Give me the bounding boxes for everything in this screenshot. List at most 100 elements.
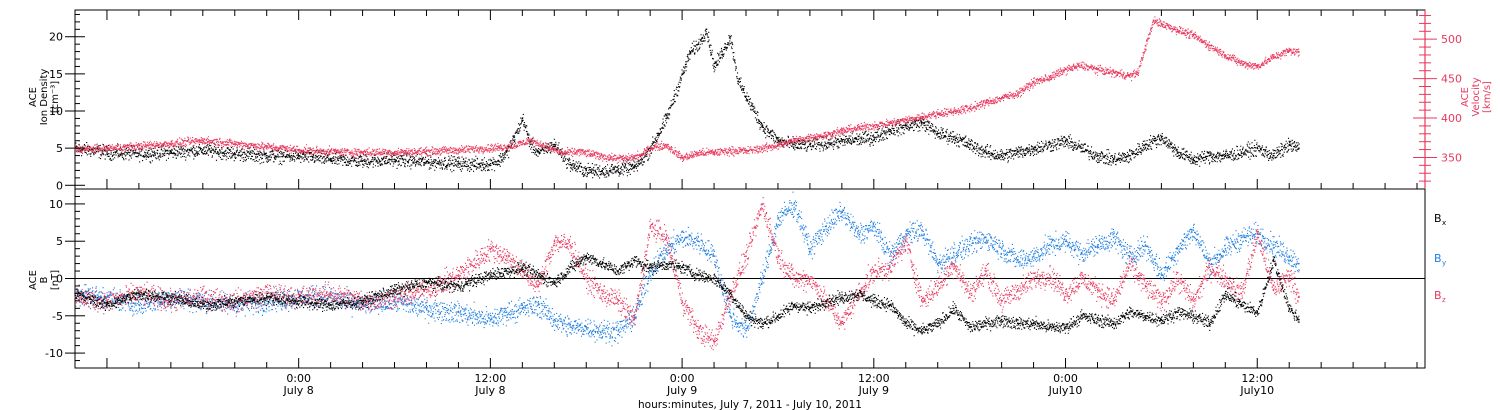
bz-series-point xyxy=(1112,300,1115,302)
bx-series-point xyxy=(585,255,587,257)
density-series-point xyxy=(985,151,987,153)
by-series-point xyxy=(138,304,140,306)
bz-series-point xyxy=(505,255,508,257)
bx-series-point xyxy=(266,296,268,298)
velocity-series-point xyxy=(1256,65,1258,67)
density-series-point xyxy=(705,28,707,31)
velocity-series-point xyxy=(841,130,843,132)
legend-item-bx: B x xyxy=(1434,212,1446,227)
x-tick-label-time: 12:00 xyxy=(858,372,890,385)
bz-series-point xyxy=(1272,289,1274,291)
by-series-point xyxy=(1192,229,1195,231)
bx-series-point xyxy=(889,304,891,306)
by-series-point xyxy=(601,330,603,332)
bx-series-point xyxy=(393,289,396,291)
x-tick-label-time: 12:00 xyxy=(475,372,507,385)
bx-series-point xyxy=(953,307,955,310)
bx-series-point xyxy=(202,304,204,306)
by-series-point xyxy=(1080,251,1083,254)
density-series-point xyxy=(665,117,667,120)
density-axis-title-line2: Ion Density xyxy=(39,69,50,126)
by-series-point xyxy=(777,218,779,220)
bz-series-point xyxy=(889,266,891,269)
velocity-series-point xyxy=(481,147,484,149)
legend-item-by: B y xyxy=(1434,252,1446,267)
velocity-series-point xyxy=(649,146,651,148)
velocity-series-point xyxy=(1144,44,1147,47)
bz-series-point xyxy=(521,270,524,272)
bz-series-point xyxy=(1288,274,1290,276)
velocity-series-point xyxy=(745,149,747,152)
field-tick-label: -5 xyxy=(52,310,63,323)
density-series-point xyxy=(681,73,683,75)
bx-series-point xyxy=(809,307,811,310)
bz-series-point xyxy=(1049,274,1051,276)
bz-series-point xyxy=(1128,263,1131,265)
density-series-point xyxy=(1017,151,1019,153)
bz-series-point xyxy=(1298,296,1300,298)
by-series-point xyxy=(713,255,715,257)
velocity-series-point xyxy=(1049,76,1051,78)
by-series-point xyxy=(841,210,843,213)
density-series-point xyxy=(537,151,540,153)
density-series xyxy=(74,28,1300,179)
density-series-point xyxy=(641,158,643,161)
x-tick-label-time: 0:00 xyxy=(286,372,311,385)
by-series-point xyxy=(809,248,811,250)
bx-series-point xyxy=(1064,326,1067,328)
density-series-point xyxy=(298,155,300,157)
by-series-point xyxy=(1298,263,1300,265)
by-series-point xyxy=(921,229,923,231)
velocity-series-point xyxy=(697,152,699,154)
velocity-series-point xyxy=(106,147,108,149)
velocity-tick-label: 400 xyxy=(1441,112,1462,125)
by-series-point xyxy=(1033,255,1035,257)
density-series-point xyxy=(921,121,923,123)
density-series-point xyxy=(513,136,516,138)
density-series-point xyxy=(697,43,699,45)
by-series-point xyxy=(1288,255,1290,257)
bx-series-point xyxy=(825,300,827,302)
velocity-series-point xyxy=(202,139,204,141)
velocity-series-point xyxy=(713,151,715,153)
bz-series-point xyxy=(953,263,955,265)
by-series-point xyxy=(521,307,524,310)
bz-series-point xyxy=(921,300,923,302)
velocity-series-point xyxy=(457,149,460,151)
bz-series-point xyxy=(745,255,747,257)
bz-series-point xyxy=(937,285,939,287)
velocity-tick-label: 450 xyxy=(1441,73,1462,86)
bz-series-point xyxy=(1064,292,1067,295)
by-series-point xyxy=(953,251,955,254)
density-series-point xyxy=(1064,140,1067,142)
bz-series-point xyxy=(617,300,619,302)
density-series-point xyxy=(617,168,619,170)
bx-series-point xyxy=(729,292,731,295)
density-series-point xyxy=(1033,147,1035,149)
density-series-point xyxy=(1224,155,1227,157)
bx-series-point xyxy=(1192,315,1195,317)
by-series-point xyxy=(905,233,907,235)
bx-series-point xyxy=(1017,322,1019,324)
bx-series-point xyxy=(457,285,460,287)
density-series-point xyxy=(202,149,204,151)
density-series-point xyxy=(1112,158,1115,161)
velocity-series-point xyxy=(330,150,332,152)
velocity-series-point xyxy=(889,122,891,124)
by-series-point xyxy=(457,311,460,313)
density-series-point xyxy=(1288,143,1290,146)
velocity-series-point xyxy=(905,119,907,121)
bx-series-point xyxy=(553,281,556,283)
velocity-series-point xyxy=(625,157,627,159)
velocity-series-point xyxy=(529,139,532,141)
velocity-series-point xyxy=(362,151,364,153)
by-series-point xyxy=(793,203,795,205)
density-series-point xyxy=(633,166,635,168)
velocity-axis-title-line1: ACE xyxy=(1460,87,1471,107)
bx-series-point xyxy=(489,274,492,276)
velocity-axis-title-line2: Velocity xyxy=(1471,77,1482,116)
velocity-series-point xyxy=(793,139,795,141)
bx-series-point xyxy=(1272,259,1274,261)
velocity-series-point xyxy=(1152,19,1155,22)
bx-series-point xyxy=(1298,318,1300,321)
